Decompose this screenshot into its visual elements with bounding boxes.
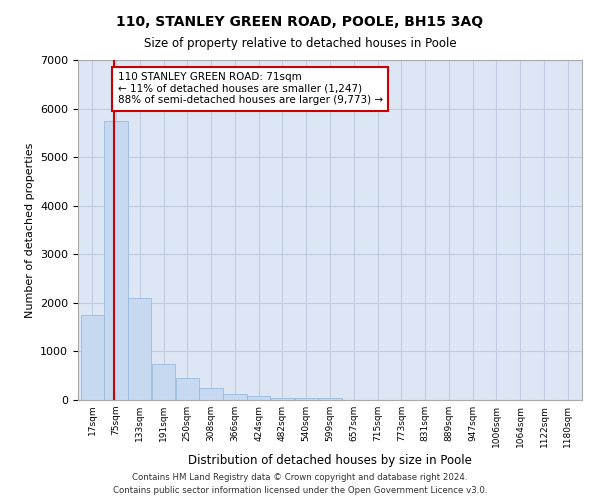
Text: Contains public sector information licensed under the Open Government Licence v3: Contains public sector information licen… (113, 486, 487, 495)
X-axis label: Distribution of detached houses by size in Poole: Distribution of detached houses by size … (188, 454, 472, 467)
Bar (128, 298, 151, 400)
Text: Size of property relative to detached houses in Poole: Size of property relative to detached ho… (143, 38, 457, 51)
Bar (295, 398, 318, 400)
Y-axis label: Number of detached properties: Number of detached properties (25, 142, 35, 318)
Bar (199, 388, 223, 400)
Bar (223, 394, 247, 400)
Bar (104, 120, 128, 400)
Text: 110, STANLEY GREEN ROAD, POOLE, BH15 3AQ: 110, STANLEY GREEN ROAD, POOLE, BH15 3AQ (116, 15, 484, 29)
Bar (152, 364, 175, 400)
Bar (80, 315, 104, 400)
Text: 110 STANLEY GREEN ROAD: 71sqm
← 11% of detached houses are smaller (1,247)
88% o: 110 STANLEY GREEN ROAD: 71sqm ← 11% of d… (118, 72, 383, 106)
Bar (176, 378, 199, 400)
Bar (319, 398, 341, 400)
Bar (247, 396, 271, 400)
Bar (271, 398, 294, 400)
Text: Contains HM Land Registry data © Crown copyright and database right 2024.: Contains HM Land Registry data © Crown c… (132, 474, 468, 482)
